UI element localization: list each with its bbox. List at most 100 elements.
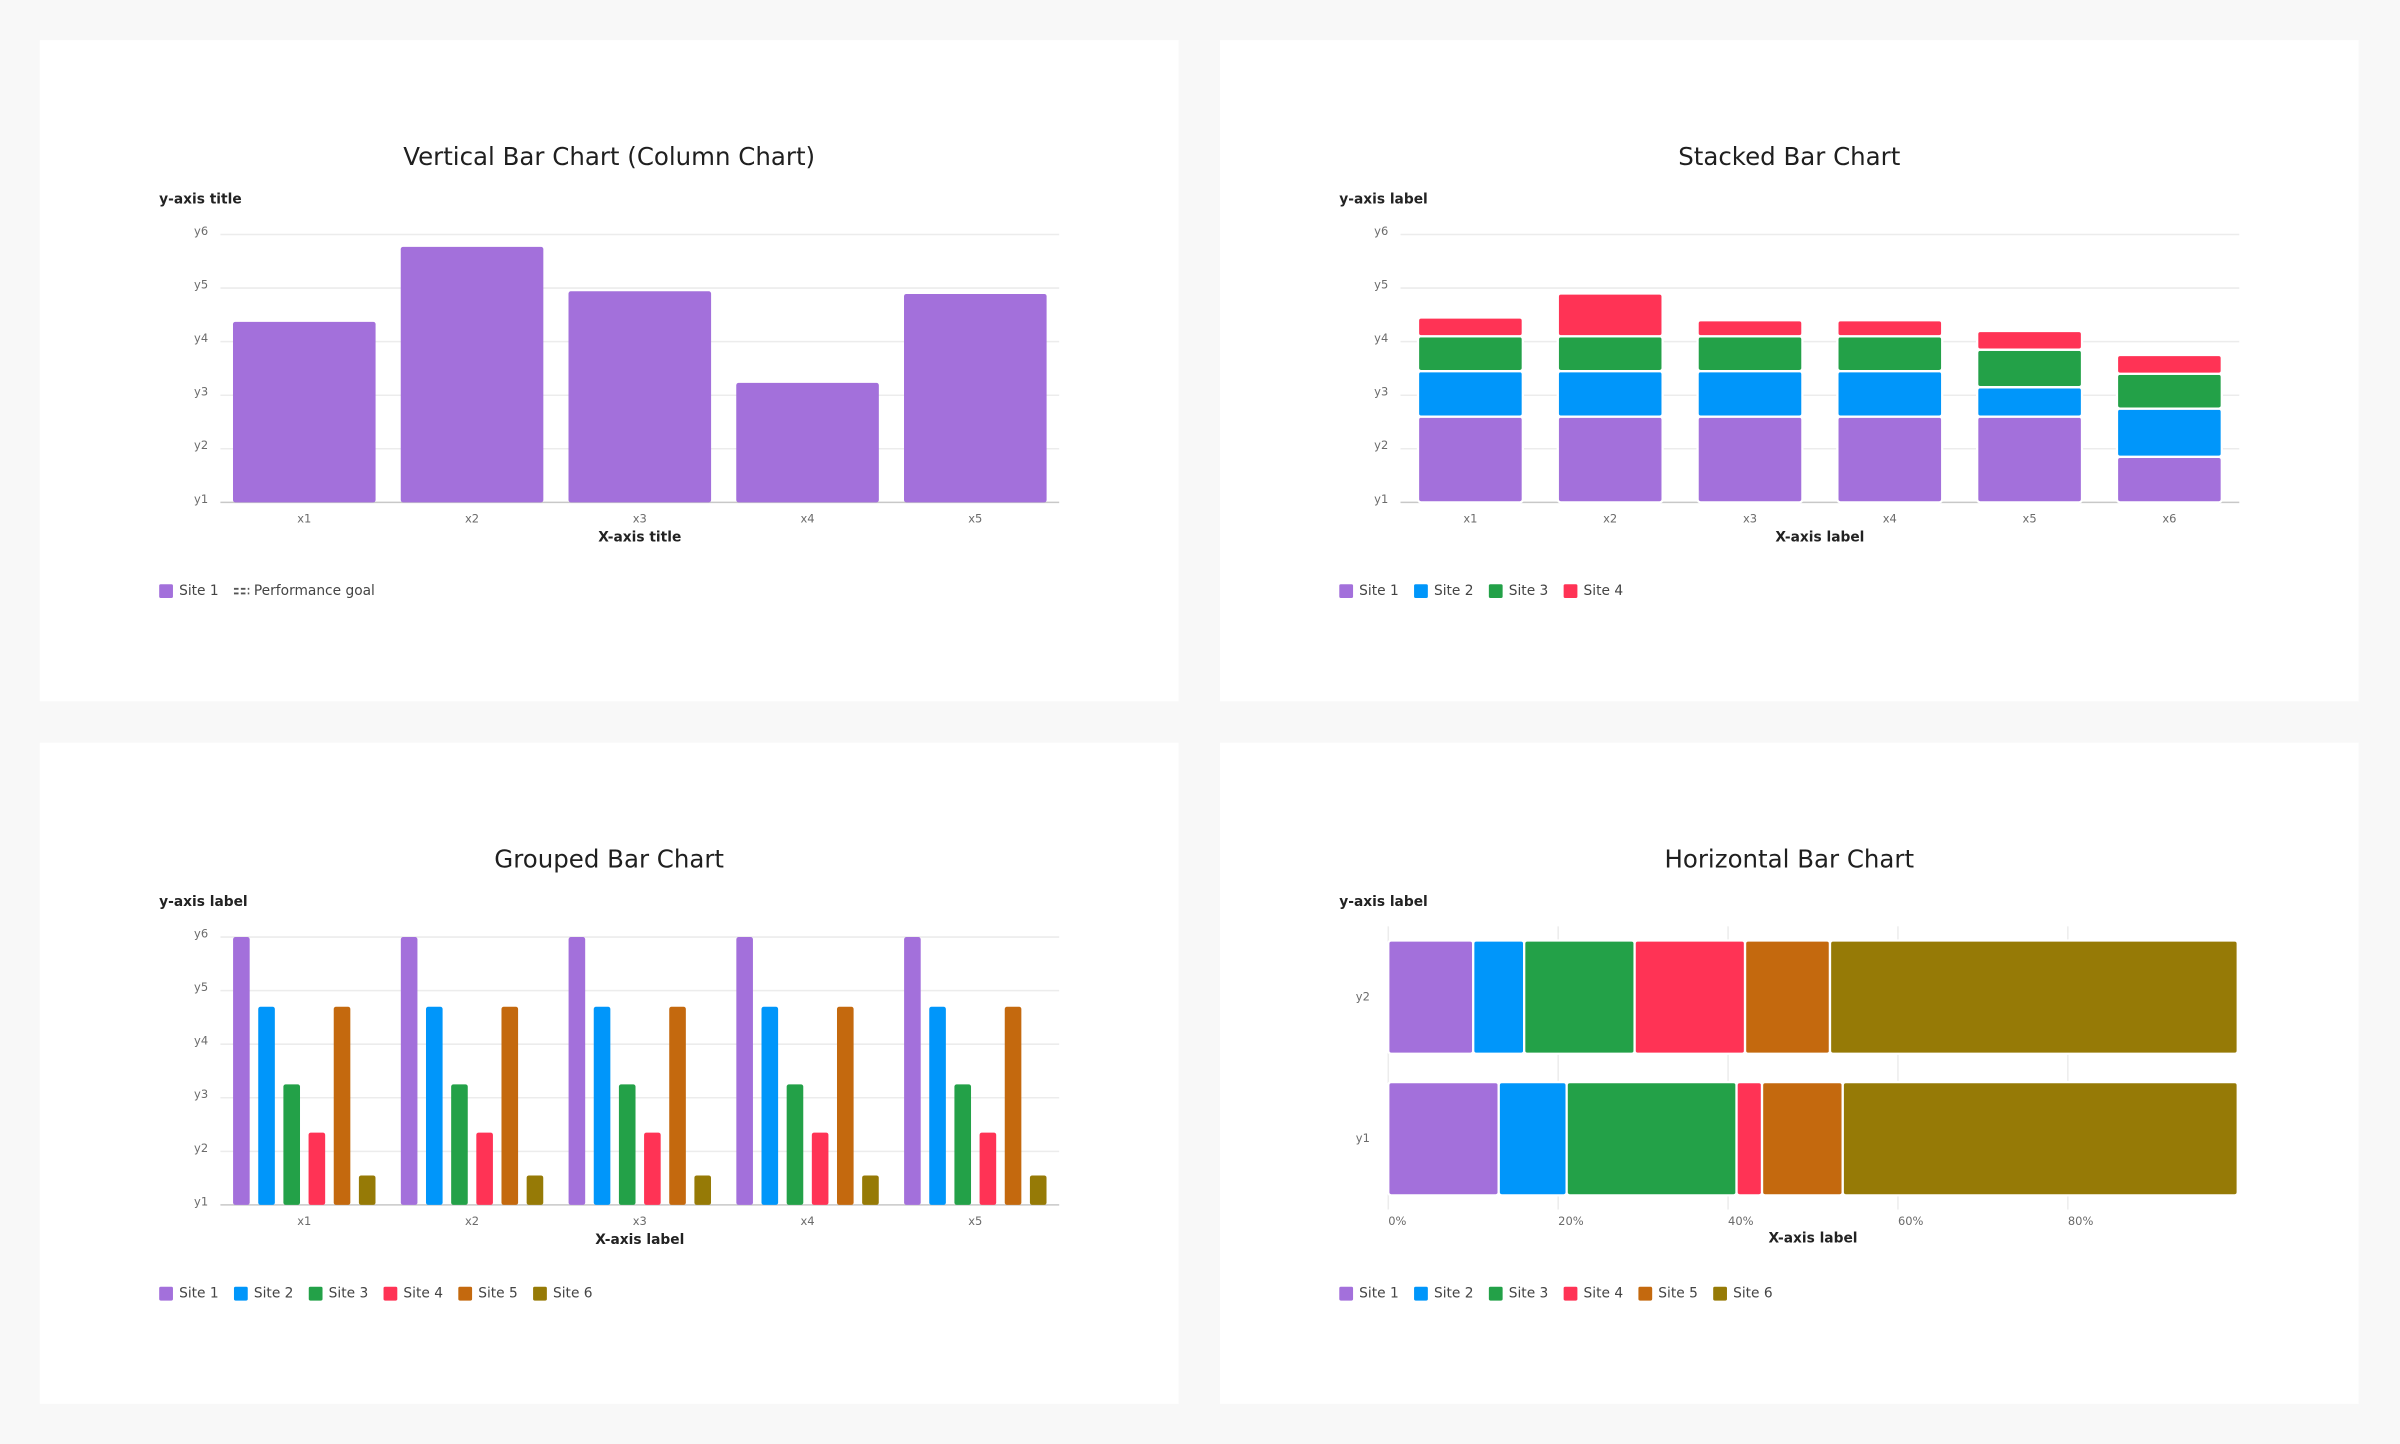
bar bbox=[836, 1006, 854, 1205]
x-tick-label: x1 bbox=[1463, 512, 1477, 526]
x-tick-label: 40% bbox=[1728, 1214, 1754, 1228]
legend-label: Site 2 bbox=[1434, 583, 1474, 599]
bar-segment bbox=[2115, 353, 2223, 375]
y-tick-label: y2 bbox=[194, 438, 208, 452]
y-tick-label: y2 bbox=[1374, 438, 1388, 452]
x-tick-label: x5 bbox=[968, 512, 982, 526]
x-tick-label: x1 bbox=[297, 1214, 311, 1228]
y-tick-label: y4 bbox=[194, 1034, 208, 1048]
legend-swatch bbox=[458, 1286, 473, 1301]
bar bbox=[501, 1006, 519, 1205]
chart-title: Grouped Bar Chart bbox=[494, 845, 724, 874]
bar-segment bbox=[1976, 348, 2084, 389]
chart: Vertical Bar Chart (Column Chart) y-axis … bbox=[159, 142, 1060, 599]
bar bbox=[400, 246, 544, 503]
legend-swatch bbox=[1414, 1286, 1428, 1301]
x-tick-label: x1 bbox=[297, 512, 311, 526]
legend-label: Site 1 bbox=[1359, 583, 1399, 599]
bar bbox=[358, 1175, 376, 1205]
y-tick-label: y3 bbox=[194, 385, 208, 399]
legend-label: Site 1 bbox=[179, 583, 219, 599]
bar-segment bbox=[1743, 939, 1832, 1055]
legend-label: Site 3 bbox=[329, 1286, 369, 1302]
bar bbox=[333, 1006, 351, 1205]
legend-swatch bbox=[1339, 1286, 1354, 1301]
x-tick-label: x3 bbox=[633, 1214, 647, 1228]
legend-label: Site 5 bbox=[478, 1286, 518, 1302]
bar bbox=[308, 1132, 326, 1205]
legend-swatch bbox=[308, 1286, 323, 1301]
y-tick-label: y5 bbox=[194, 278, 208, 292]
bar-segment bbox=[1416, 369, 1524, 418]
bar-segment bbox=[2115, 372, 2223, 410]
legend-label: Site 4 bbox=[1584, 583, 1624, 599]
y-tick-label: y3 bbox=[1374, 385, 1388, 399]
y-tick-label: y5 bbox=[1374, 278, 1388, 292]
legend-label: Performance goal bbox=[254, 583, 375, 599]
y-tick-label: y6 bbox=[1374, 224, 1388, 238]
x-tick-label: 60% bbox=[1898, 1214, 1924, 1228]
bar bbox=[568, 937, 586, 1205]
x-tick-label: x2 bbox=[465, 512, 479, 526]
bar bbox=[568, 291, 712, 503]
legend-swatch bbox=[1563, 1286, 1578, 1301]
y-axis-title: y-axis label bbox=[1339, 894, 1427, 910]
legend-label: Site 4 bbox=[403, 1286, 443, 1302]
bar bbox=[862, 1175, 879, 1205]
bar-segment bbox=[2115, 407, 2223, 458]
bar-segment bbox=[1472, 939, 1526, 1055]
bar bbox=[736, 382, 879, 503]
legend-swatch bbox=[233, 1286, 248, 1301]
bar bbox=[761, 1006, 779, 1205]
bar-segment bbox=[1416, 415, 1524, 504]
bar bbox=[736, 937, 753, 1205]
bar-segment bbox=[1387, 939, 1475, 1055]
bar bbox=[593, 1006, 611, 1205]
y-tick-label: y3 bbox=[194, 1087, 208, 1101]
bar-segment bbox=[1976, 386, 2084, 418]
y-axis-title: y-axis title bbox=[159, 191, 242, 207]
bar-segment bbox=[1556, 292, 1664, 338]
y-tick-label: y5 bbox=[194, 980, 208, 994]
legend-swatch bbox=[383, 1286, 398, 1301]
x-tick-label: 20% bbox=[1558, 1214, 1584, 1228]
y-tick-label: y2 bbox=[1356, 990, 1370, 1004]
bar bbox=[526, 1175, 544, 1205]
bar-segment bbox=[1565, 1080, 1738, 1197]
bar bbox=[979, 1132, 997, 1205]
panel bbox=[1219, 742, 2359, 1404]
bar-segment bbox=[1828, 939, 2239, 1055]
y-tick-label: y1 bbox=[1356, 1131, 1370, 1145]
bar-segment bbox=[1556, 369, 1664, 418]
legend-swatch bbox=[1488, 584, 1503, 599]
x-tick-label: x4 bbox=[1883, 512, 1897, 526]
bar bbox=[904, 937, 921, 1205]
x-axis-title: X-axis label bbox=[595, 1232, 684, 1248]
y-axis-title: y-axis label bbox=[159, 894, 247, 910]
bar-segment bbox=[1523, 939, 1636, 1055]
bar-segment bbox=[1497, 1080, 1568, 1197]
bar bbox=[400, 937, 418, 1205]
legend-swatch bbox=[1713, 1286, 1727, 1301]
chart-title: Stacked Bar Chart bbox=[1678, 142, 1901, 171]
chart: Horizontal Bar Chart y-axis label 0% 20% 40%… bbox=[1339, 845, 2239, 1302]
y-axis-title: y-axis label bbox=[1339, 191, 1427, 207]
bar-segment bbox=[1836, 369, 1944, 418]
x-tick-label: 80% bbox=[2068, 1214, 2094, 1228]
y-tick-label: y1 bbox=[194, 492, 208, 506]
legend-label: Site 3 bbox=[1509, 1286, 1549, 1302]
bar bbox=[786, 1084, 804, 1205]
bar-segment bbox=[1760, 1080, 1844, 1197]
legend-label: Site 4 bbox=[1584, 1286, 1624, 1302]
bar bbox=[929, 1006, 946, 1205]
bar-segment bbox=[1696, 369, 1804, 418]
y-tick-label: y2 bbox=[194, 1141, 208, 1155]
y-tick-label: y1 bbox=[1374, 492, 1388, 506]
x-tick-label: x2 bbox=[465, 1214, 479, 1228]
x-tick-label: 0% bbox=[1388, 1214, 1406, 1228]
bar bbox=[669, 1006, 686, 1205]
chart: Grouped Bar Chart y-axis label y1 y2 y3 y4 y5 y… bbox=[159, 845, 1060, 1302]
x-axis-title: X-axis title bbox=[598, 530, 681, 546]
x-tick-label: x4 bbox=[801, 1214, 815, 1228]
bar bbox=[233, 937, 250, 1205]
